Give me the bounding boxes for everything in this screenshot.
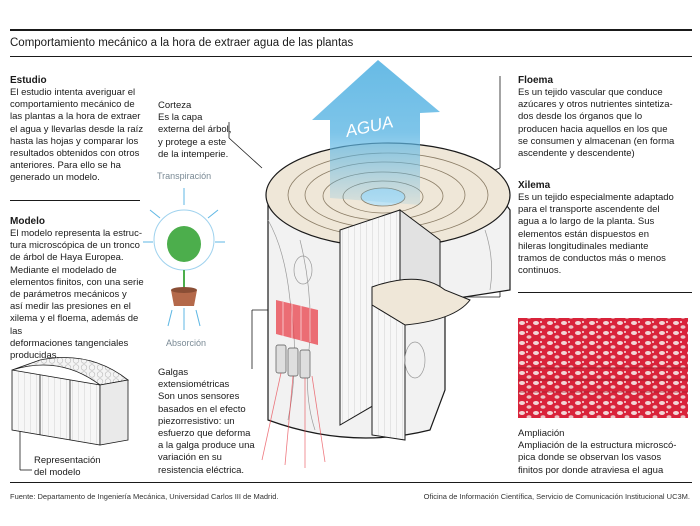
floema-heading: Floema: [518, 75, 554, 86]
plant-pot: [171, 290, 197, 306]
root-line-right: [195, 309, 201, 327]
corteza-label: Corteza Es la capa externa del árbol, y pr…: [158, 100, 232, 160]
plant-diagram: Transpiración Absorción: [143, 171, 225, 348]
representacion-label: Representación del modelo: [34, 455, 101, 479]
model-representation: [11, 357, 129, 446]
ur-arrow: [207, 209, 219, 219]
footer-source: Fuente: Departamento de Ingeniería Mecán…: [10, 492, 279, 501]
title-rule: [10, 56, 692, 57]
xilema-text: Es un tejido especialmente adaptado para …: [518, 192, 674, 277]
microscope-image: [518, 318, 688, 418]
xilema-rule: [518, 292, 692, 293]
transpiracion-label: Transpiración: [157, 171, 211, 181]
ul-arrow: [149, 209, 161, 219]
modelo-text: El modelo representa la estruc-tura micr…: [10, 228, 144, 362]
modelo-heading: Modelo: [10, 216, 45, 227]
inner-section-front: [371, 304, 406, 441]
top-rule: [10, 29, 692, 31]
ampliacion-label: Ampliación Ampliación de la estructura m…: [518, 428, 677, 476]
pot-rim: [171, 287, 197, 293]
absorcion-label: Absorción: [166, 338, 206, 348]
footer-credit: Oficina de Información Científica, Servi…: [423, 492, 690, 501]
page-title: Comportamiento mecánico a la hora de ext…: [10, 37, 354, 49]
estudio-heading: Estudio: [10, 75, 47, 86]
footer-rule: [10, 482, 692, 483]
root-line-left: [167, 309, 173, 327]
plant-leaves: [167, 226, 201, 262]
inner-section-top: [371, 278, 471, 326]
galgas-label: Galgas extensiométricas Son unos sensores…: [158, 367, 255, 476]
agua-arrow: AGUA: [312, 60, 440, 205]
floema-text: Es un tejido vascular que conduce azúcare…: [518, 87, 675, 160]
estudio-text: El estudio intenta averiguar el comportam…: [10, 87, 144, 184]
strain-gauges: [261, 300, 326, 468]
xilema-heading: Xilema: [518, 180, 551, 191]
estudio-rule: [10, 200, 140, 201]
